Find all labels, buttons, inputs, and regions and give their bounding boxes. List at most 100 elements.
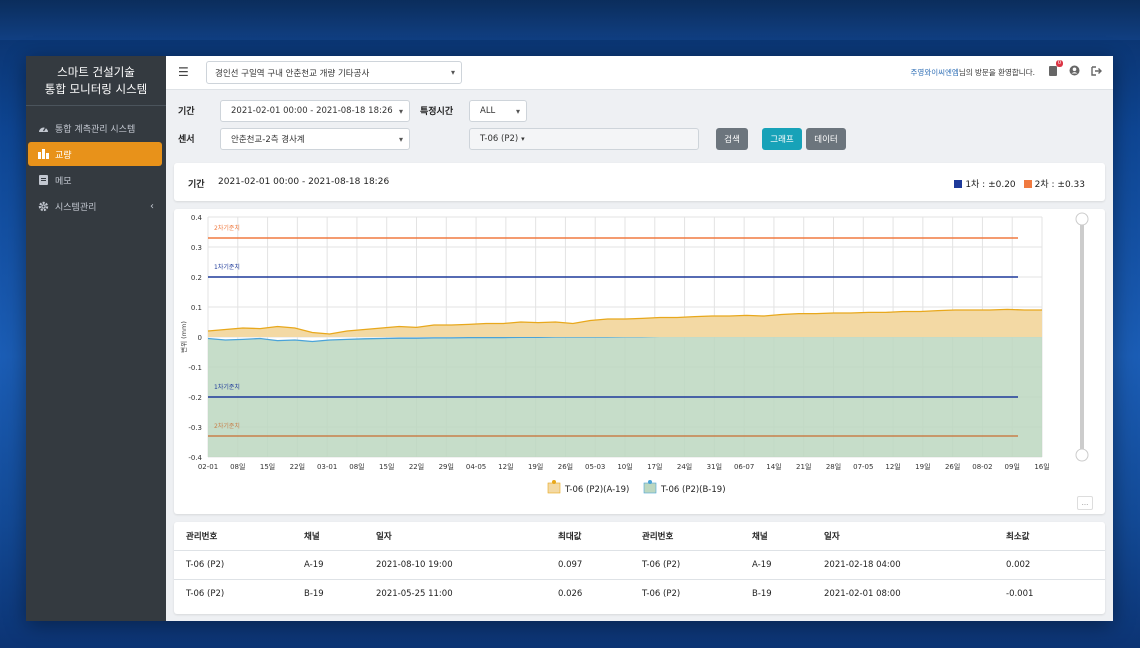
notification-icon[interactable]: 0	[1046, 60, 1063, 77]
legend-marker	[552, 480, 556, 484]
table-cell: -0.001	[1006, 588, 1034, 599]
header-id-max: 관리번호	[174, 522, 292, 551]
x-tick-label: 19일	[915, 462, 930, 471]
brand: 스마트 건설기술 통합 모니터링 시스템	[26, 56, 166, 106]
table-cell: 2021-08-10 19:00	[364, 550, 546, 580]
x-tick-label: 02-01	[198, 463, 218, 471]
sensor-select[interactable]: 안춘천교-2측 경사계 ▾	[220, 128, 410, 150]
welcome-suffix: 님의 방문을 환영합니다.	[958, 68, 1035, 77]
x-tick-label: 21일	[796, 462, 811, 471]
x-tick-label: 22일	[409, 462, 424, 471]
table-row: T-06 (P2) B-19 2021-05-25 11:00 0.026 T-…	[174, 579, 1105, 608]
table-cell: 2021-02-18 04:00	[812, 550, 994, 580]
top-navbar: ☰ 경인선 구일역 구내 안춘천교 개량 기타공사 ▾ 주영와이씨엔엠님의 방문…	[166, 56, 1113, 90]
chevron-down-icon: ▾	[515, 106, 520, 116]
summary-table: 관리번호 채널 일자 최대값 관리번호 채널 일자 최소값 T-06 (P2) …	[174, 522, 1105, 608]
table-cell: 0.002	[994, 550, 1105, 580]
chevron-down-icon: ▾	[398, 134, 403, 144]
table-cell: 2021-02-01 08:00	[824, 588, 901, 599]
dashboard-icon	[38, 123, 49, 134]
brand-line2: 통합 모니터링 시스템	[44, 81, 148, 96]
time-select[interactable]: ALL ▾	[469, 100, 527, 122]
x-tick-label: 09일	[1005, 462, 1020, 471]
table-cell: B-19	[304, 588, 324, 599]
legend-label: T-06 (P2)(B-19)	[660, 485, 726, 495]
sidebar-item-bridge[interactable]: 교량	[28, 142, 162, 166]
more-options-button[interactable]: ...	[1077, 496, 1093, 510]
period-picker[interactable]: 2021-02-01 00:00 - 2021-08-18 18:26 ▾	[220, 100, 410, 122]
channel-select[interactable]: T-06 (P2) ▾	[469, 128, 699, 150]
header-max: 최대값	[546, 522, 630, 551]
threshold-label: 1차기준치	[214, 383, 240, 391]
period-card-value: 2021-02-01 00:00 - 2021-08-18 18:26	[218, 177, 390, 187]
memo-icon	[38, 175, 49, 186]
graph-button[interactable]: 그래프	[762, 128, 802, 150]
x-tick-label: 10일	[617, 462, 632, 471]
header-id-min: 관리번호	[630, 522, 740, 551]
bridge-icon	[38, 149, 49, 160]
sidebar-item-label: 교량	[55, 150, 72, 161]
channel-select-value: T-06 (P2)	[480, 134, 519, 144]
table-cell: 0.097	[546, 550, 630, 580]
y-tick-label: -0.3	[188, 424, 202, 432]
chevron-left-icon: ‹	[150, 200, 154, 212]
sidebar-item-label: 통합 계측관리 시스템	[55, 124, 136, 135]
x-tick-label: 28일	[826, 462, 841, 471]
chevron-down-icon: ▾	[450, 68, 455, 77]
table-header-row: 관리번호 채널 일자 최대값 관리번호 채널 일자 최소값	[174, 522, 1105, 551]
threshold-legend: 1차 : ±0.20 2차 : ±0.33	[954, 177, 1085, 190]
x-tick-label: 03-01	[317, 463, 337, 471]
y-axis-label: 변위 (mm)	[180, 321, 188, 353]
x-tick-label: 07-05	[853, 463, 873, 471]
series-area-2	[208, 334, 1042, 457]
time-select-value: ALL	[480, 106, 496, 116]
table-cell: B-19	[752, 588, 772, 599]
sidebar-item-monitoring[interactable]: 통합 계측관리 시스템	[28, 116, 162, 140]
project-select-value: 경인선 구일역 구내 안춘천교 개량 기타공사	[215, 68, 370, 79]
period-label: 기간	[178, 107, 195, 117]
x-tick-label: 14일	[766, 462, 781, 471]
table-cell: T-06 (P2)	[186, 588, 225, 599]
header-channel-max: 채널	[292, 522, 364, 551]
user-icon[interactable]	[1068, 64, 1081, 77]
sidebar-item-system[interactable]: 시스템관리 ‹	[28, 194, 162, 218]
threshold-label: 2차기준치	[214, 422, 240, 430]
series-area-1	[208, 309, 1042, 337]
data-button[interactable]: 데이터	[806, 128, 846, 150]
legend-marker	[648, 480, 652, 484]
x-tick-label: 15일	[379, 462, 394, 471]
table-cell: T-06 (P2)	[174, 550, 292, 580]
sidebar-item-label: 시스템관리	[55, 202, 97, 213]
table-cell: A-19	[740, 550, 812, 580]
notification-badge: 0	[1055, 60, 1063, 67]
hamburger-icon[interactable]: ☰	[178, 65, 189, 79]
x-tick-label: 16일	[1034, 462, 1049, 471]
caret-down-icon: ▾	[521, 135, 525, 143]
y-tick-label: 0.2	[191, 274, 202, 282]
y-tick-label: 0.1	[191, 304, 202, 312]
chart-scroll-handle	[1075, 212, 1089, 226]
sidebar: 스마트 건설기술 통합 모니터링 시스템 통합 계측관리 시스템 교량 메모	[26, 56, 166, 621]
x-tick-label: 17일	[647, 462, 662, 471]
x-tick-label: 08일	[230, 462, 245, 471]
welcome-text: 주영와이씨엔엠님의 방문을 환영합니다.	[911, 67, 1035, 78]
header-date-max: 일자	[364, 522, 546, 551]
sidebar-item-memo[interactable]: 메모	[28, 168, 162, 192]
y-tick-label: -0.2	[188, 394, 202, 402]
project-select[interactable]: 경인선 구일역 구내 안춘천교 개량 기타공사 ▾	[206, 61, 462, 84]
period-picker-value: 2021-02-01 00:00 - 2021-08-18 18:26	[231, 106, 393, 116]
search-button[interactable]: 검색	[716, 128, 748, 150]
legend-swatch	[643, 482, 657, 494]
sidebar-item-label: 메모	[55, 176, 72, 187]
header-channel-min: 채널	[740, 522, 812, 551]
caret-down-icon: ▾	[398, 106, 403, 116]
legend-swatch	[547, 482, 561, 494]
threshold-1-text: 1차 : ±0.20	[965, 180, 1016, 190]
threshold-2-text: 2차 : ±0.33	[1034, 180, 1085, 190]
threshold-2-swatch	[1023, 180, 1032, 188]
period-card: 기간 2021-02-01 00:00 - 2021-08-18 18:26 1…	[174, 163, 1105, 201]
logout-icon[interactable]	[1090, 64, 1103, 77]
x-tick-label: 26일	[558, 462, 573, 471]
header-min: 최소값	[994, 522, 1105, 551]
threshold-label: 2차기준치	[214, 224, 240, 232]
